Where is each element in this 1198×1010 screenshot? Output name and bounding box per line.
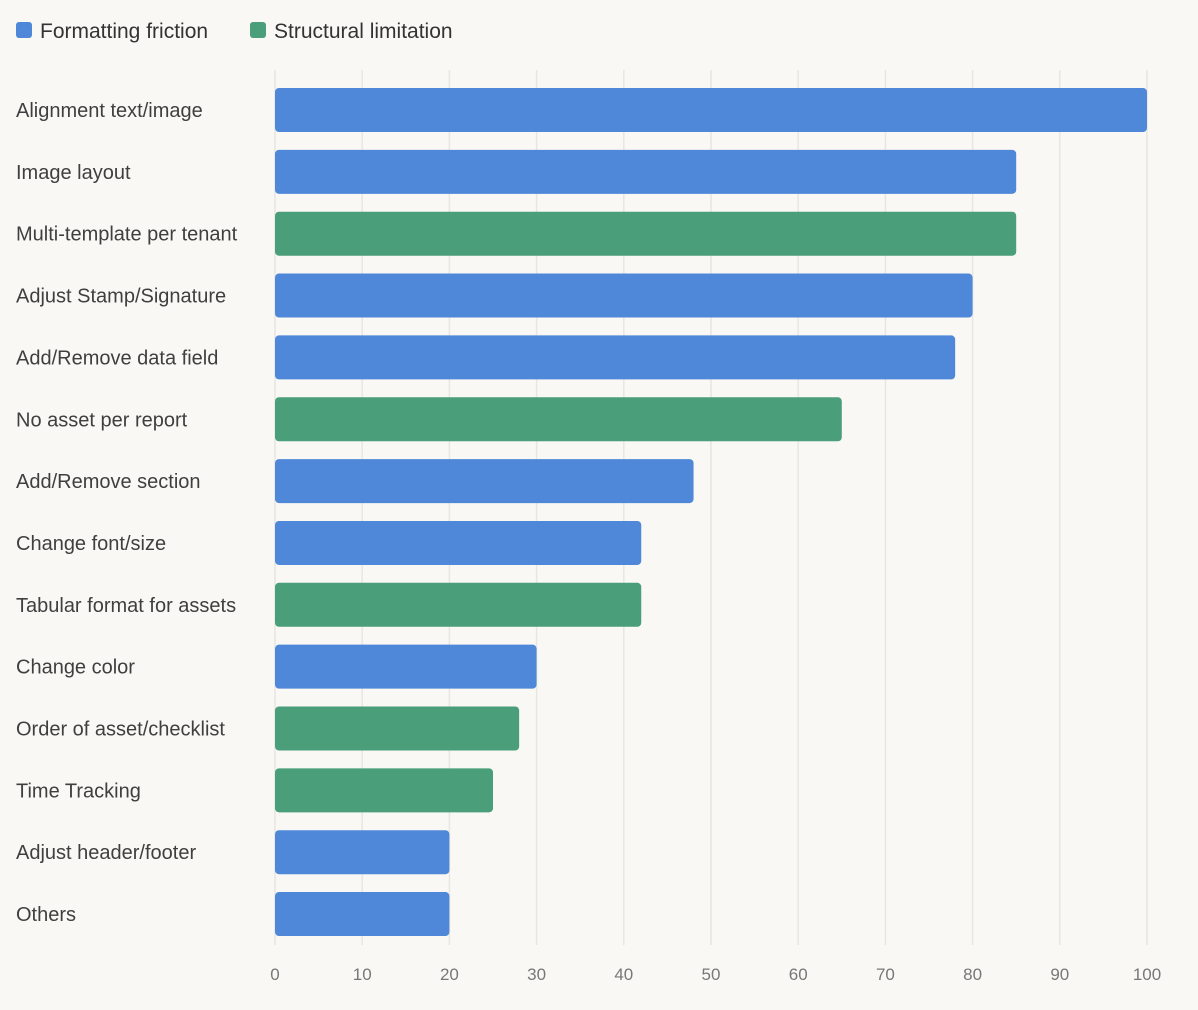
- bar-formatting: [275, 892, 450, 937]
- x-axis-ticks: 0 10 20 30 40 50 60 70 80 90 100: [270, 965, 1161, 984]
- grid: [274, 70, 1148, 945]
- bar-formatting: [275, 335, 956, 380]
- legend-label-structural: Structural limitation: [274, 20, 453, 43]
- bar-formatting: [275, 520, 642, 565]
- bar-formatting: [275, 459, 694, 504]
- category-label: Alignment text/image: [16, 100, 203, 122]
- category-label: Multi-template per tenant: [16, 224, 238, 246]
- bar-formatting: [275, 88, 1147, 132]
- bar-structural: [275, 768, 493, 813]
- category-label: Image layout: [16, 162, 131, 184]
- bar-formatting: [275, 644, 537, 689]
- x-tick-label: 30: [527, 965, 546, 984]
- legend-swatch-structural: [250, 22, 266, 38]
- x-tick-label: 70: [876, 965, 895, 984]
- x-tick-label: 40: [614, 965, 633, 984]
- category-label: Change color: [16, 657, 135, 679]
- bar-formatting: [275, 149, 1017, 194]
- category-label: Change font/size: [16, 533, 166, 555]
- category-label: No asset per report: [16, 409, 188, 431]
- bars: [275, 88, 1147, 937]
- category-label: Time Tracking: [16, 780, 141, 802]
- category-label: Others: [16, 904, 76, 926]
- x-tick-label: 0: [270, 965, 279, 984]
- bar-structural: [275, 397, 842, 442]
- legend-label-formatting: Formatting friction: [40, 20, 208, 43]
- bar-structural: [275, 706, 520, 751]
- category-label: Adjust Stamp/Signature: [16, 286, 226, 308]
- legend-swatch-formatting: [16, 22, 32, 38]
- x-tick-label: 90: [1050, 965, 1069, 984]
- x-tick-label: 10: [353, 965, 372, 984]
- category-label: Adjust header/footer: [16, 842, 196, 864]
- category-label: Add/Remove data field: [16, 347, 218, 369]
- bar-formatting: [275, 830, 450, 875]
- bar-structural: [275, 211, 1017, 256]
- x-tick-label: 100: [1133, 965, 1161, 984]
- category-labels: Alignment text/image Image layout Multi-te…: [16, 100, 238, 926]
- category-label: Add/Remove section: [16, 471, 201, 493]
- bar-formatting: [275, 273, 973, 318]
- x-tick-label: 50: [702, 965, 721, 984]
- x-tick-label: 60: [789, 965, 808, 984]
- legend: Formatting friction Structural limitatio…: [16, 20, 453, 43]
- x-tick-label: 80: [963, 965, 982, 984]
- bar-structural: [275, 582, 642, 627]
- category-label: Tabular format for assets: [16, 595, 236, 617]
- category-label: Order of asset/checklist: [16, 719, 225, 741]
- x-tick-label: 20: [440, 965, 459, 984]
